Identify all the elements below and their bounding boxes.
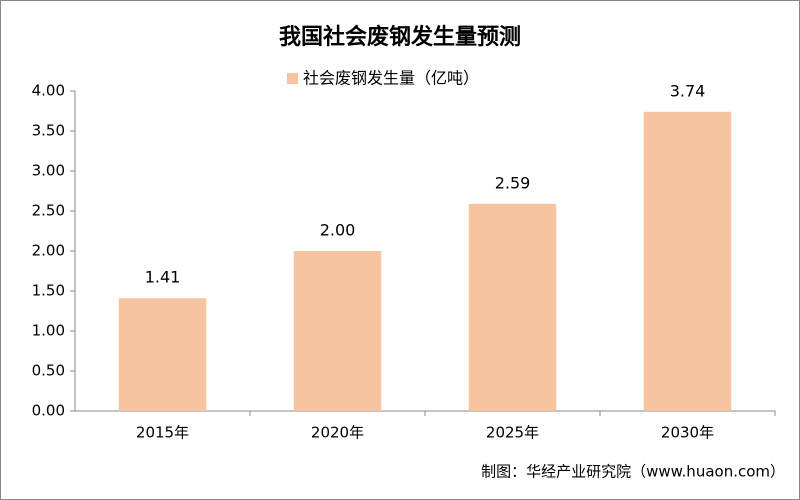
legend-swatch [287, 73, 298, 84]
legend-label: 社会废钢发生量（亿吨） [303, 69, 479, 88]
y-tick-label: 3.50 [32, 122, 65, 140]
value-label: 3.74 [670, 81, 706, 100]
x-tick-label: 2025年 [486, 424, 539, 442]
value-label: 2.00 [320, 221, 356, 240]
bar [293, 251, 382, 411]
value-label: 1.41 [145, 268, 181, 287]
bar [643, 111, 732, 412]
x-tick-label: 2015年 [136, 424, 189, 442]
y-tick-label: 4.00 [32, 82, 65, 100]
bar [468, 203, 557, 411]
y-tick-label: 2.50 [32, 202, 65, 220]
y-tick-label: 3.00 [32, 162, 65, 180]
chart-title: 我国社会废钢发生量预测 [279, 24, 521, 50]
y-tick-label: 1.00 [32, 322, 65, 340]
x-tick-label: 2030年 [661, 424, 714, 442]
bar [118, 298, 207, 411]
source-note: 制图：华经产业研究院（www.huaon.com） [481, 463, 785, 481]
x-tick-label: 2020年 [311, 424, 364, 442]
value-label: 2.59 [495, 173, 531, 192]
y-tick-label: 1.50 [32, 282, 65, 300]
y-tick-label: 0.00 [32, 402, 65, 420]
y-tick-label: 0.50 [32, 362, 65, 380]
y-tick-label: 2.00 [32, 242, 65, 260]
